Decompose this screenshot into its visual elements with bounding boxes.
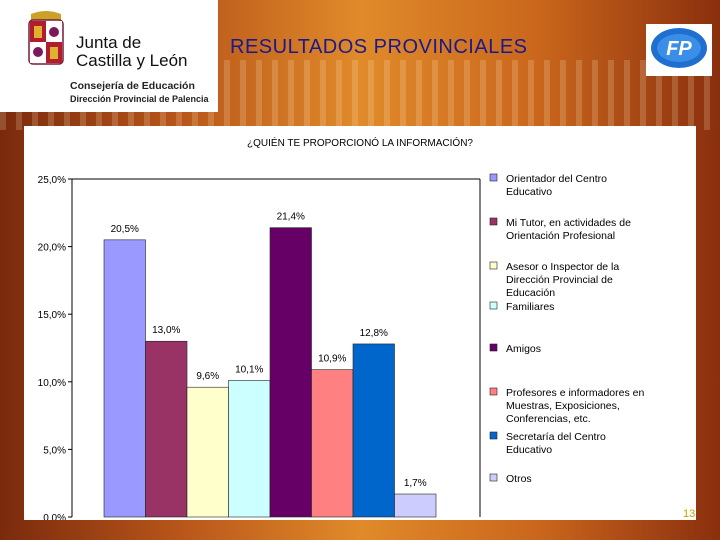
y-tick-label: 25,0% [38, 175, 66, 186]
bar [103, 239, 146, 518]
legend-label: Asesor o Inspector de la Dirección Provin… [506, 261, 619, 299]
fp-logo: FP [646, 24, 712, 76]
bar [228, 380, 271, 518]
bar [352, 343, 395, 518]
y-tick-label: 5,0% [43, 445, 66, 456]
legend-label: Amigos [506, 343, 541, 355]
bar [269, 227, 312, 518]
bar [186, 386, 229, 518]
legend-label: Mi Tutor, en actividades de Orientación P… [506, 217, 631, 242]
fp-logo-text: FP [666, 38, 692, 60]
slide-title: RESULTADOS PROVINCIALES [230, 36, 528, 58]
org-name-line2: Castilla y León [76, 51, 188, 70]
bar-value-label: 13,0% [152, 325, 180, 336]
bar [394, 493, 437, 518]
bar [145, 340, 188, 518]
y-tick-label: 0,0% [43, 513, 66, 520]
legend-label: Otros [506, 473, 532, 485]
legend-swatch [489, 343, 498, 352]
legend-label: Secretaría del Centro Educativo [506, 431, 606, 456]
chart-panel: ¿QUIÉN TE PROPORCIONÓ LA INFORMACIÓN? 0,… [24, 126, 696, 524]
bar-chart: ¿QUIÉN TE PROPORCIONÓ LA INFORMACIÓN? 0,… [38, 136, 645, 524]
legend: Orientador del Centro Educativo Mi Tutor, … [489, 173, 644, 485]
bars: 20,5% 13,0% 9,6% 10,1% 21,4% 10,9% 12,8% 1,7% [103, 212, 437, 518]
y-tick-label: 10,0% [38, 378, 66, 389]
y-tick-label: 20,0% [38, 243, 66, 254]
legend-label: Orientador del Centro Educativo [506, 173, 607, 198]
bar-value-label: 10,1% [235, 364, 263, 375]
bar-value-label: 12,8% [360, 328, 388, 339]
legend-swatch [489, 387, 498, 396]
legend-swatch [489, 217, 498, 226]
bar-value-label: 9,6% [196, 371, 219, 382]
legend-swatch [489, 431, 498, 440]
bar-value-label: 10,9% [318, 354, 346, 365]
legend-label: Profesores e informadores en Muestras, Ex… [506, 387, 644, 425]
legend-swatch [489, 473, 498, 482]
bar-value-label: 20,5% [111, 224, 139, 235]
legend-swatch [489, 301, 498, 310]
department-name: Consejería de Educación [70, 80, 195, 92]
coat-of-arms-icon [28, 11, 64, 65]
axes: 0,0% 5,0% 10,0% 15,0% 20,0% 25,0% [38, 175, 481, 524]
legend-swatch [489, 173, 498, 182]
y-tick-label: 15,0% [38, 310, 66, 321]
chart-title: ¿QUIÉN TE PROPORCIONÓ LA INFORMACIÓN? [247, 136, 473, 149]
bar-value-label: 1,7% [404, 478, 427, 489]
legend-swatch [489, 261, 498, 270]
org-name-line1: Junta de [76, 33, 142, 52]
department-subname: Dirección Provincial de Palencia [70, 94, 209, 104]
institution-header: Junta de Castilla y León Consejería de E… [0, 0, 218, 112]
bar [311, 369, 354, 518]
bar-value-label: 21,4% [277, 212, 305, 223]
fp-logo-icon: FP [651, 28, 707, 68]
legend-label: Familiares [506, 301, 554, 313]
page-number: 13 [683, 508, 696, 520]
